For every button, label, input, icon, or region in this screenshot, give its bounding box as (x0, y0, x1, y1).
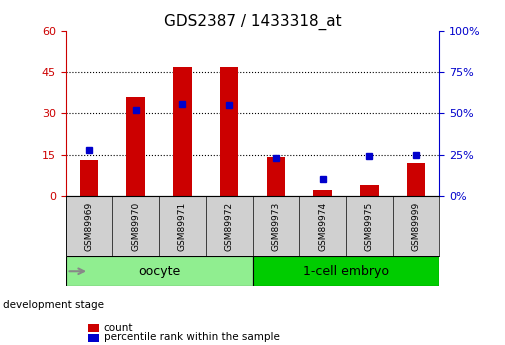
Bar (66, 256, 252, 286)
Bar (267, 157, 285, 196)
Text: development stage: development stage (3, 300, 104, 310)
Text: GSM89975: GSM89975 (365, 201, 374, 250)
Text: 1-cell embryo: 1-cell embryo (303, 265, 389, 278)
Text: GSM89970: GSM89970 (131, 201, 140, 250)
Bar (252, 256, 439, 286)
Text: GSM89974: GSM89974 (318, 201, 327, 250)
Bar (220, 67, 238, 196)
Bar (80, 160, 98, 196)
Bar (407, 163, 425, 196)
Bar (360, 185, 379, 196)
Bar (313, 190, 332, 196)
Text: count: count (104, 323, 133, 333)
Text: GSM89999: GSM89999 (412, 201, 421, 250)
Bar (173, 67, 192, 196)
Text: percentile rank within the sample: percentile rank within the sample (104, 333, 279, 342)
Text: oocyte: oocyte (138, 265, 180, 278)
Bar (126, 97, 145, 196)
Text: GSM89969: GSM89969 (84, 201, 93, 250)
Text: GSM89971: GSM89971 (178, 201, 187, 250)
Text: GSM89972: GSM89972 (225, 201, 234, 250)
Text: GSM89973: GSM89973 (271, 201, 280, 250)
Title: GDS2387 / 1433318_at: GDS2387 / 1433318_at (164, 13, 341, 30)
